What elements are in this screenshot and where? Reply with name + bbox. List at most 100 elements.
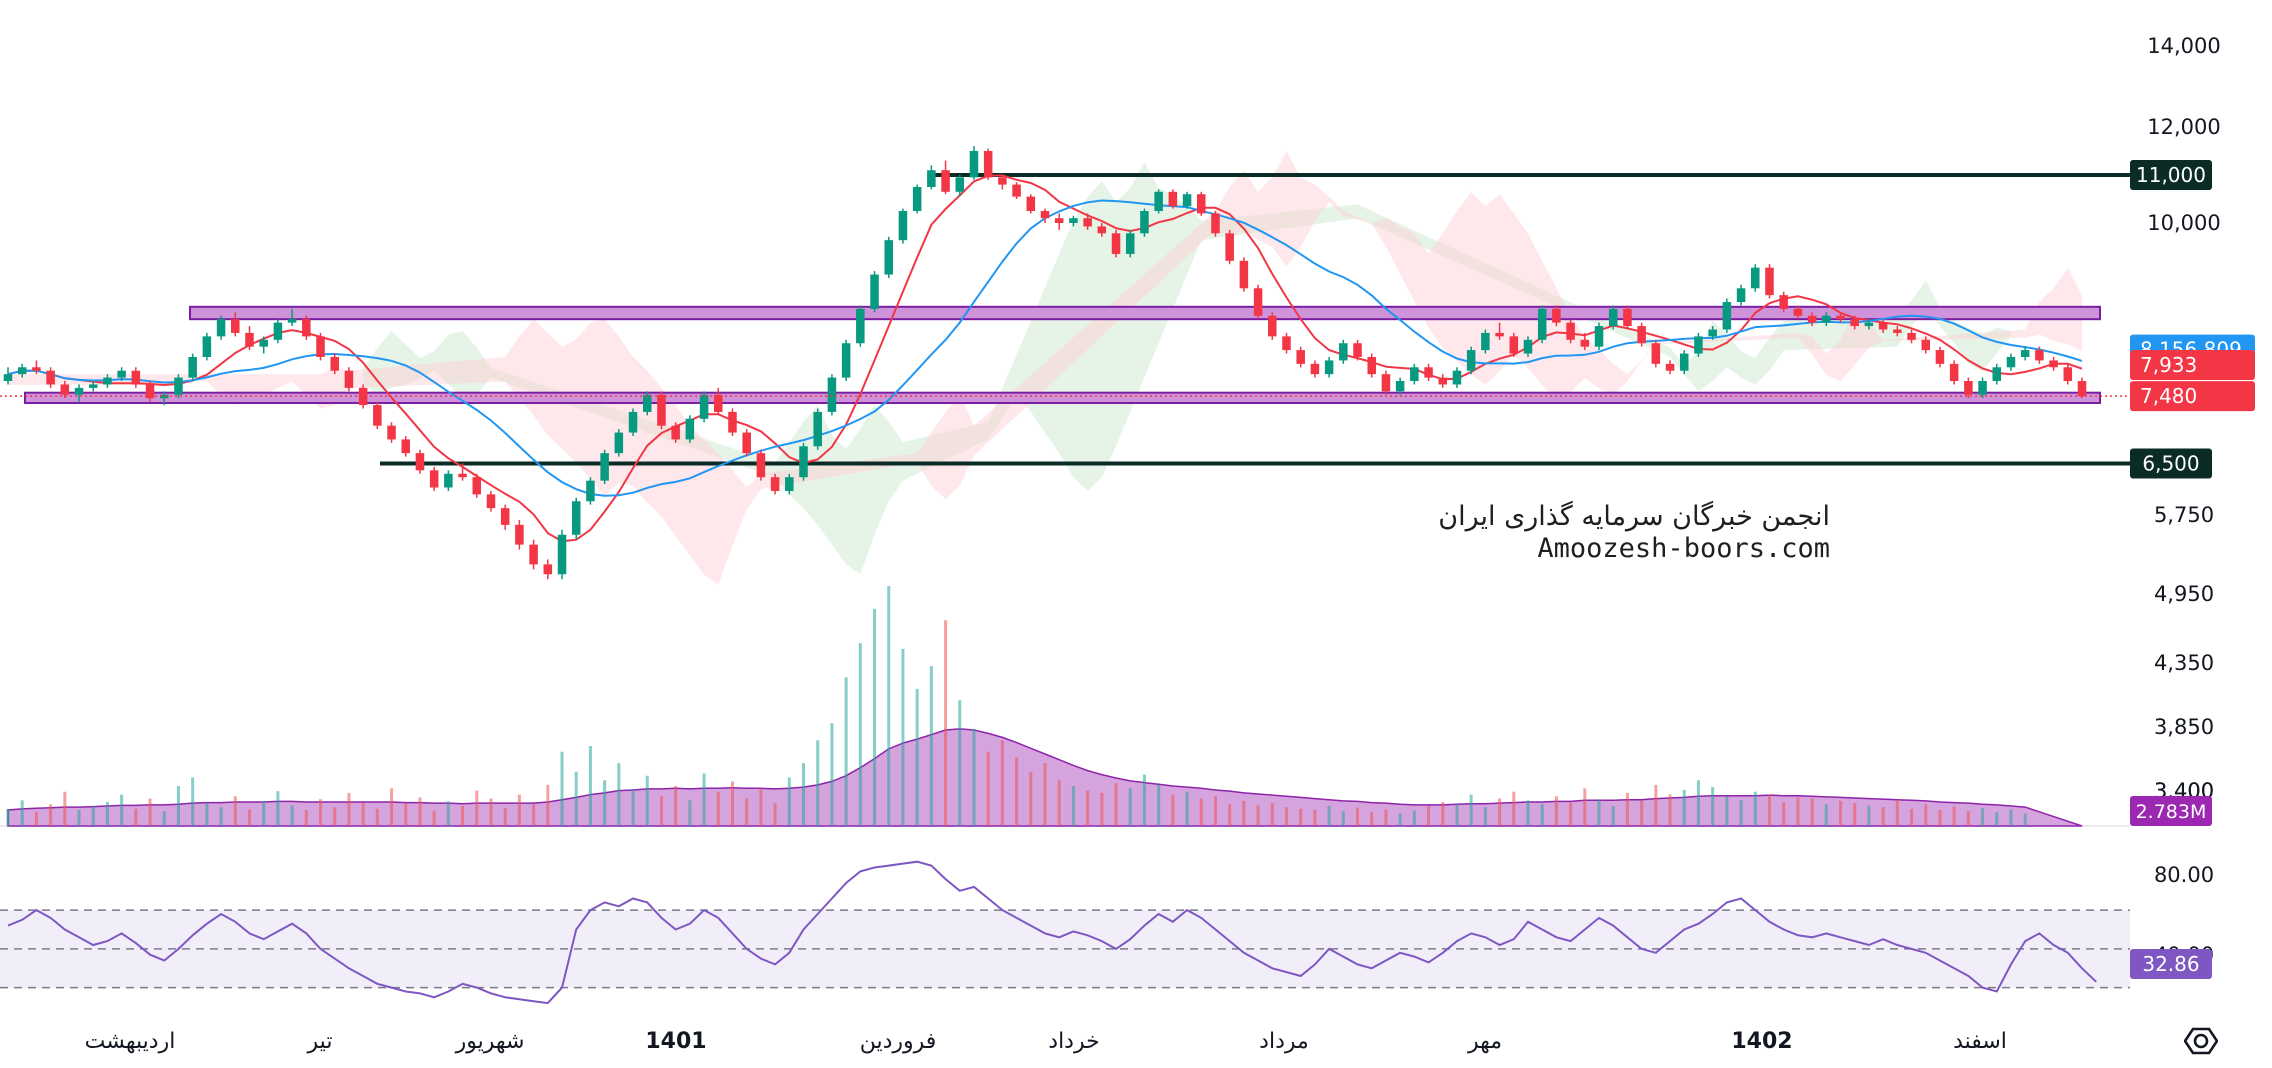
volume-bar	[1384, 809, 1388, 826]
volume-bar	[319, 799, 323, 826]
volume-bar	[1924, 804, 1928, 826]
volume-bar	[1625, 792, 1629, 826]
time-axis[interactable]: اردیبهشت تیر شهریور 1401 فروردین خرداد مرداد مه…	[85, 1029, 2007, 1054]
candle-body	[1225, 233, 1234, 261]
volume-bar	[901, 648, 905, 826]
candle-body	[1708, 329, 1717, 337]
volume-bar	[1498, 798, 1502, 826]
volume-bar	[233, 796, 237, 826]
candle-body	[159, 394, 169, 399]
candle-body	[1921, 339, 1931, 351]
candle	[1026, 194, 1036, 214]
candle-body	[1268, 315, 1277, 337]
candle	[472, 473, 482, 498]
candle	[1708, 326, 1717, 340]
candle	[614, 429, 624, 457]
candle	[1566, 319, 1575, 344]
volume-bar	[617, 763, 621, 826]
candle	[1651, 339, 1661, 368]
volume-bar	[986, 751, 990, 826]
candle	[1083, 213, 1092, 230]
volume-bar	[162, 811, 166, 826]
candle	[1310, 360, 1320, 378]
candle	[756, 449, 766, 481]
candle	[1367, 353, 1376, 378]
candle	[1168, 189, 1178, 209]
candle	[401, 435, 411, 457]
volume-bar	[91, 806, 95, 826]
volume-bar	[432, 810, 436, 826]
candle	[1878, 319, 1888, 333]
candle-body	[1807, 315, 1817, 323]
candle-body	[1140, 211, 1149, 234]
volume-bar	[1256, 805, 1260, 826]
volume-bar	[972, 728, 976, 826]
horizontal-levels[interactable]	[380, 173, 2130, 466]
candle	[131, 367, 141, 388]
candle	[1964, 377, 1973, 399]
volume-bar	[1640, 800, 1644, 826]
x-tick-label: مهر	[1467, 1029, 1502, 1054]
candle	[1282, 332, 1291, 354]
volume-bar	[475, 790, 479, 826]
candle	[216, 315, 226, 340]
candle	[1196, 191, 1206, 216]
candle	[785, 473, 794, 495]
candle	[373, 401, 382, 430]
candle	[1381, 370, 1391, 395]
candle-body	[500, 508, 510, 525]
candle-body	[1424, 367, 1433, 378]
candle	[159, 391, 169, 406]
candle-body	[628, 411, 638, 433]
volume-bar	[1597, 799, 1601, 826]
candle-body	[131, 370, 141, 385]
candle	[1140, 208, 1149, 237]
candle	[529, 539, 538, 570]
candle-body	[1864, 322, 1874, 327]
candle	[685, 415, 695, 443]
tradingview-logo-icon[interactable]	[2184, 1026, 2218, 1056]
candle	[671, 422, 680, 443]
candle	[2077, 377, 2087, 399]
volume-bar	[1213, 796, 1217, 826]
candle-body	[1992, 367, 2002, 382]
candle	[1495, 322, 1504, 340]
volume-bar	[759, 788, 763, 826]
candle-body	[46, 370, 55, 385]
candle	[1807, 312, 1817, 327]
volume-bar	[1412, 810, 1416, 826]
candle	[1765, 264, 1774, 299]
volume-bar	[1767, 794, 1771, 826]
candle-body	[1566, 322, 1575, 340]
rsi-line	[7, 860, 2097, 1005]
candle	[657, 391, 666, 430]
volume-bar	[1810, 798, 1814, 826]
volume-bar	[304, 810, 308, 826]
candle	[1012, 182, 1021, 199]
candle	[1864, 319, 1874, 330]
candle-body	[614, 432, 624, 454]
candle-body	[1239, 260, 1249, 289]
candle	[1125, 229, 1135, 258]
volume-bar	[1228, 804, 1232, 826]
candle-body	[231, 319, 240, 333]
volume-bar	[1654, 784, 1658, 826]
candle-body	[1736, 288, 1746, 303]
candle-body	[1751, 267, 1760, 289]
candle	[728, 408, 737, 436]
volume-bar	[745, 798, 749, 826]
rsi-badge	[2130, 949, 2212, 979]
volume-bar	[1100, 792, 1104, 826]
x-tick-label: اردیبهشت	[85, 1029, 176, 1054]
candle	[927, 165, 936, 190]
candle-body	[74, 387, 84, 395]
candle	[358, 384, 368, 409]
candle-body	[1196, 194, 1206, 214]
volume-bar	[219, 807, 223, 826]
candle-body	[401, 439, 411, 454]
candle-body	[1353, 343, 1362, 357]
candle	[827, 374, 837, 416]
candle-body	[1523, 339, 1533, 354]
ichimoku-cloud	[8, 151, 2082, 585]
